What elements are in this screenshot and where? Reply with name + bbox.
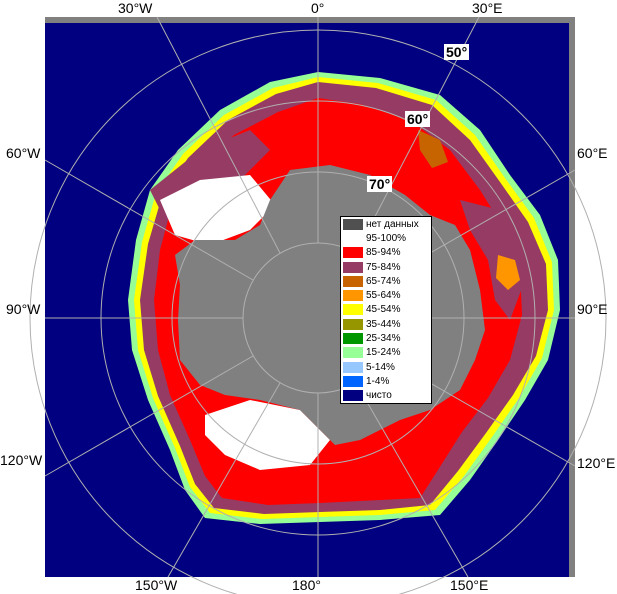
lon-label-60e: 60°E xyxy=(577,145,608,161)
lon-label-30e: 30°E xyxy=(472,0,503,16)
legend-swatch xyxy=(343,347,363,359)
lon-label-60w: 60°W xyxy=(6,145,41,161)
legend-swatch xyxy=(343,361,363,373)
legend: нет данных 95-100% 85-94% 75-84% 65-74% 55-64… xyxy=(340,216,432,404)
legend-label: 1-4% xyxy=(366,375,390,387)
legend-item: 35-44% xyxy=(341,317,431,331)
legend-swatch xyxy=(343,290,363,302)
lon-label-90w: 90°W xyxy=(6,301,41,317)
legend-swatch xyxy=(343,218,363,230)
legend-item: 5-14% xyxy=(341,360,431,374)
legend-swatch xyxy=(343,247,363,259)
legend-item: 85-94% xyxy=(341,246,431,260)
legend-label: 55-64% xyxy=(366,290,401,302)
lon-label-150w: 150°W xyxy=(135,577,178,593)
legend-item: чисто xyxy=(341,389,431,403)
legend-item: 1-4% xyxy=(341,374,431,388)
legend-item: 75-84% xyxy=(341,260,431,274)
legend-label: 35-44% xyxy=(366,318,401,330)
lat-label-50: 50° xyxy=(444,44,470,60)
legend-swatch xyxy=(343,232,363,244)
lon-label-180: 180° xyxy=(292,577,321,593)
legend-item: 15-24% xyxy=(341,346,431,360)
lon-label-120w: 120°W xyxy=(0,452,43,468)
legend-label: нет данных xyxy=(366,218,419,230)
ice-white-ross xyxy=(205,400,330,470)
legend-label: 25-34% xyxy=(366,333,401,345)
legend-label: 85-94% xyxy=(366,247,401,259)
legend-swatch xyxy=(343,390,363,402)
legend-label: 15-24% xyxy=(366,347,401,359)
legend-swatch xyxy=(343,333,363,345)
legend-item: нет данных xyxy=(341,217,431,231)
legend-swatch xyxy=(343,275,363,287)
legend-item: 55-64% xyxy=(341,288,431,302)
right-frame xyxy=(569,17,575,577)
lon-label-150e: 150°E xyxy=(450,577,489,593)
legend-swatch xyxy=(343,375,363,387)
legend-item: 95-100% xyxy=(341,231,431,245)
ice-pack-purple-3 xyxy=(460,200,525,320)
top-frame xyxy=(45,17,575,23)
ice-pack-orange-2 xyxy=(418,130,448,168)
lon-label-30w: 30°W xyxy=(118,0,153,16)
legend-item: 45-54% xyxy=(341,303,431,317)
lon-label-90e: 90°E xyxy=(577,301,608,317)
legend-label: 5-14% xyxy=(366,361,395,373)
ice-white-weddell xyxy=(160,175,275,245)
legend-item: 25-34% xyxy=(341,331,431,345)
legend-label: 75-84% xyxy=(366,261,401,273)
lon-label-0: 0° xyxy=(311,0,325,16)
legend-label: 45-54% xyxy=(366,304,401,316)
legend-swatch xyxy=(343,304,363,316)
lon-label-120e: 120°E xyxy=(577,455,616,471)
legend-item: 65-74% xyxy=(341,274,431,288)
ice-pack-orange xyxy=(496,255,520,290)
legend-label: чисто xyxy=(366,390,392,402)
lat-label-70: 70° xyxy=(367,176,393,192)
legend-swatch xyxy=(343,318,363,330)
lat-label-60: 60° xyxy=(405,111,431,127)
legend-label: 65-74% xyxy=(366,275,401,287)
legend-label: 95-100% xyxy=(366,232,407,244)
legend-swatch xyxy=(343,261,363,273)
